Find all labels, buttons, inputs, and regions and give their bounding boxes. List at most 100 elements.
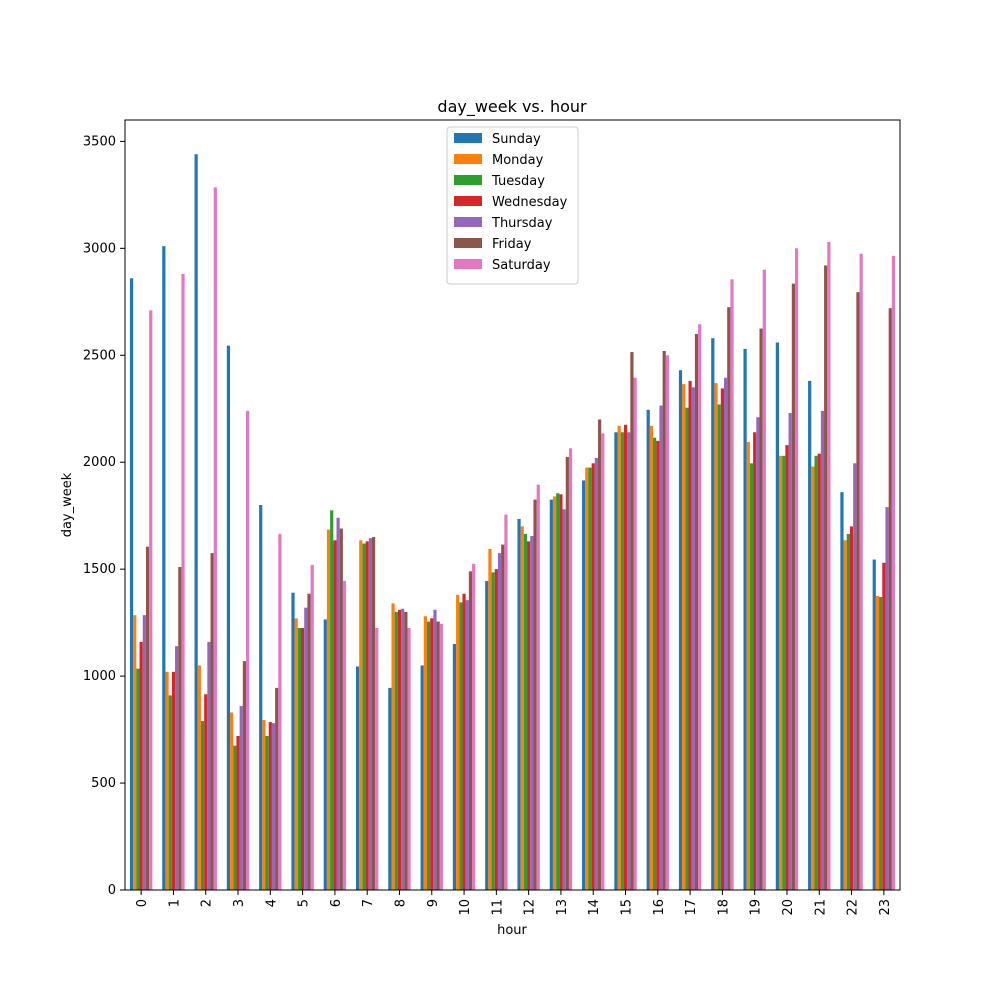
bar-saturday-hour-22 bbox=[859, 253, 863, 890]
bar-tuesday-hour-7 bbox=[362, 543, 366, 890]
legend-label-sunday: Sunday bbox=[492, 132, 541, 147]
x-tick-label: 13 bbox=[555, 899, 570, 916]
bar-tuesday-hour-18 bbox=[717, 404, 721, 890]
y-tick-label: 3000 bbox=[83, 241, 116, 256]
bar-saturday-hour-4 bbox=[278, 533, 282, 891]
bar-tuesday-hour-20 bbox=[782, 455, 786, 890]
bar-thursday-hour-23 bbox=[885, 507, 889, 890]
bar-monday-hour-12 bbox=[520, 526, 524, 890]
bar-tuesday-hour-9 bbox=[426, 621, 431, 890]
bar-thursday-hour-4 bbox=[271, 723, 276, 890]
bar-saturday-hour-2 bbox=[213, 187, 217, 891]
bar-saturday-hour-17 bbox=[698, 324, 702, 890]
bar-friday-hour-22 bbox=[856, 292, 860, 890]
bar-thursday-hour-19 bbox=[756, 417, 760, 890]
bar-wednesday-hour-3 bbox=[236, 736, 240, 890]
legend-swatch-sunday bbox=[454, 133, 482, 143]
bar-monday-hour-8 bbox=[391, 603, 395, 890]
bar-sunday-hour-15 bbox=[614, 432, 618, 890]
bar-saturday-hour-15 bbox=[633, 377, 637, 890]
x-tick-label: 2 bbox=[200, 899, 215, 907]
bar-monday-hour-21 bbox=[811, 466, 815, 890]
bar-monday-hour-5 bbox=[294, 618, 298, 890]
bar-monday-hour-23 bbox=[875, 595, 880, 890]
bar-sunday-hour-9 bbox=[420, 665, 424, 890]
bar-sunday-hour-4 bbox=[259, 505, 263, 890]
bar-wednesday-hour-14 bbox=[591, 463, 595, 890]
bar-friday-hour-5 bbox=[307, 593, 311, 890]
x-tick-label: 14 bbox=[587, 899, 602, 916]
y-tick-label: 2500 bbox=[83, 348, 116, 363]
bar-thursday-hour-15 bbox=[627, 432, 631, 890]
bar-sunday-hour-21 bbox=[808, 380, 812, 890]
bar-saturday-hour-14 bbox=[601, 433, 605, 890]
x-tick-label: 15 bbox=[620, 899, 635, 916]
bar-friday-hour-3 bbox=[242, 661, 247, 890]
bar-tuesday-hour-12 bbox=[523, 533, 528, 891]
legend-label-thursday: Thursday bbox=[491, 216, 553, 231]
y-tick-label: 3500 bbox=[83, 134, 116, 149]
x-tick-label: 22 bbox=[846, 899, 861, 916]
bar-thursday-hour-13 bbox=[562, 509, 566, 890]
bar-sunday-hour-13 bbox=[549, 499, 553, 890]
bar-thursday-hour-1 bbox=[175, 646, 179, 890]
bar-tuesday-hour-11 bbox=[491, 572, 495, 891]
bar-wednesday-hour-7 bbox=[365, 541, 369, 890]
legend-swatch-friday bbox=[454, 238, 482, 248]
bar-monday-hour-0 bbox=[133, 615, 137, 890]
bar-sunday-hour-10 bbox=[452, 644, 457, 890]
x-tick-label: 11 bbox=[490, 899, 505, 916]
x-tick-label: 17 bbox=[684, 899, 699, 916]
bar-friday-hour-7 bbox=[371, 537, 376, 890]
bar-monday-hour-1 bbox=[165, 671, 169, 890]
bar-saturday-hour-10 bbox=[472, 563, 476, 890]
bar-sunday-hour-2 bbox=[194, 154, 198, 891]
bar-thursday-hour-6 bbox=[336, 517, 340, 890]
bar-wednesday-hour-10 bbox=[462, 593, 466, 890]
bar-saturday-hour-6 bbox=[342, 580, 347, 890]
legend-swatch-thursday bbox=[454, 217, 482, 227]
bar-thursday-hour-7 bbox=[368, 538, 372, 890]
bar-saturday-hour-0 bbox=[149, 310, 153, 890]
bar-sunday-hour-5 bbox=[291, 592, 295, 890]
x-tick-label: 19 bbox=[749, 899, 764, 916]
bar-sunday-hour-20 bbox=[775, 342, 779, 890]
bar-monday-hour-15 bbox=[617, 425, 621, 890]
legend: Sunday Monday Tuesday Wednesday Thursday Frid… bbox=[446, 126, 579, 285]
bar-wednesday-hour-16 bbox=[656, 440, 660, 890]
legend-label-monday: Monday bbox=[492, 153, 544, 168]
bar-saturday-hour-8 bbox=[407, 627, 411, 890]
bar-friday-hour-18 bbox=[727, 307, 731, 890]
bar-friday-hour-10 bbox=[468, 571, 473, 890]
bar-friday-hour-14 bbox=[598, 419, 602, 890]
bar-friday-hour-2 bbox=[210, 553, 214, 891]
bar-tuesday-hour-1 bbox=[168, 695, 172, 890]
bar-tuesday-hour-4 bbox=[265, 736, 269, 890]
bar-tuesday-hour-22 bbox=[846, 533, 850, 891]
chart-title: day_week vs. hour bbox=[437, 97, 587, 117]
bar-wednesday-hour-6 bbox=[333, 540, 337, 890]
bar-monday-hour-11 bbox=[488, 548, 492, 890]
bar-thursday-hour-16 bbox=[659, 405, 663, 890]
bar-wednesday-hour-20 bbox=[785, 445, 789, 890]
bar-sunday-hour-3 bbox=[226, 345, 231, 890]
legend-label-tuesday: Tuesday bbox=[491, 174, 545, 189]
bar-monday-hour-17 bbox=[682, 384, 686, 890]
bar-tuesday-hour-5 bbox=[297, 627, 301, 890]
legend-swatch-saturday bbox=[454, 259, 482, 269]
x-tick-label: 12 bbox=[523, 899, 538, 916]
bar-wednesday-hour-11 bbox=[494, 569, 498, 890]
x-tick-label: 18 bbox=[716, 899, 731, 916]
legend-swatch-monday bbox=[454, 154, 482, 164]
x-tick-label: 9 bbox=[426, 899, 441, 907]
y-tick-label: 1000 bbox=[83, 669, 116, 684]
bar-tuesday-hour-8 bbox=[394, 611, 398, 890]
x-tick-label: 7 bbox=[361, 899, 376, 907]
bar-thursday-hour-11 bbox=[497, 553, 502, 891]
y-tick-label: 0 bbox=[108, 883, 116, 898]
bar-saturday-hour-20 bbox=[794, 248, 799, 890]
bar-thursday-hour-18 bbox=[724, 377, 728, 890]
bar-thursday-hour-20 bbox=[788, 413, 792, 890]
bar-wednesday-hour-9 bbox=[430, 618, 434, 890]
x-tick-label: 6 bbox=[329, 899, 344, 907]
